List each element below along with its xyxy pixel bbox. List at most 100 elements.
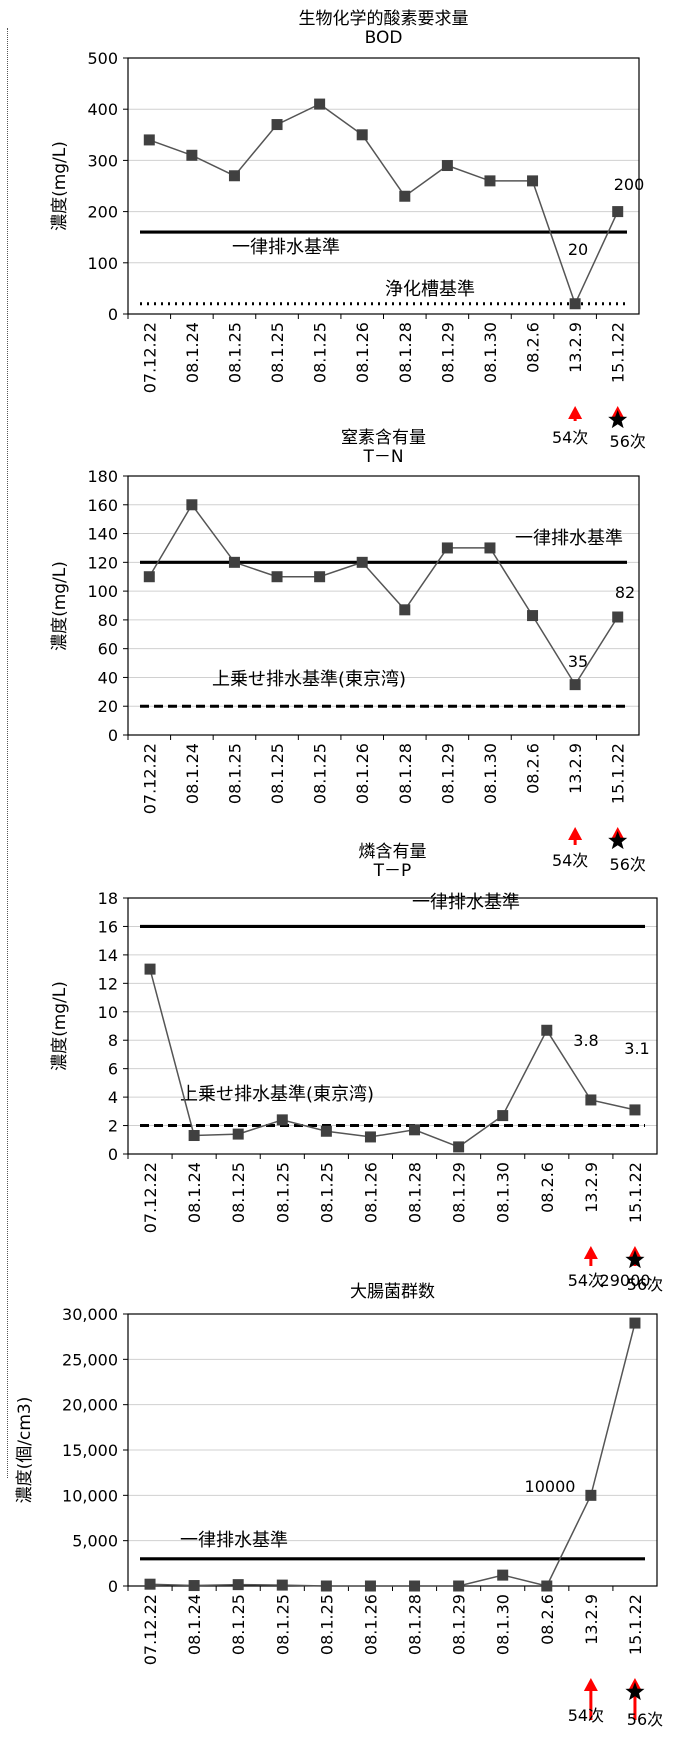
x-tick-label: 08.1.30 [494,1162,513,1223]
data-point [228,556,240,568]
data-label: 82 [615,583,635,602]
x-tick-label: 08.1.25 [225,322,244,383]
data-point [399,604,411,616]
y-tick-label: 120 [87,553,118,572]
plot-frame [127,897,658,1155]
data-point [188,1130,200,1142]
data-label: 3.8 [573,1031,598,1050]
data-point [629,1104,641,1116]
x-tick-label: 08.1.28 [406,1594,425,1655]
red-arrow-head [583,1678,598,1691]
data-point [320,1580,332,1592]
data-point [585,1489,597,1501]
y-tick-label: 2 [108,1117,118,1136]
star-icon [608,410,628,429]
data-point [320,1125,332,1137]
y-tick-label: 25,000 [62,1350,118,1369]
x-tick-label: 08.1.28 [406,1162,425,1223]
x-tick-label: 15.1.22 [626,1162,645,1223]
y-tick-label: 5,000 [72,1532,118,1551]
reference-label: 一律排水基準 [515,528,623,549]
y-tick-label: 8 [108,1031,118,1050]
y-tick-label: 80 [98,611,118,630]
y-tick-label: 16 [98,917,118,936]
data-label: 200 [614,175,645,194]
data-point [441,160,453,172]
y-tick-label: 40 [98,668,118,687]
series-line [149,103,619,306]
y-axis-label: 濃度(mg/L) [50,981,70,1071]
data-point [186,149,198,161]
x-tick-label: 08.1.26 [353,743,372,804]
data-point [314,98,326,110]
survey-label: 56次 [627,1710,663,1729]
data-point [144,1578,156,1590]
data-point [228,170,240,182]
data-point [232,1579,244,1591]
data-point [527,610,539,622]
y-axis-label: 濃度(個/cm3) [15,1397,35,1504]
x-tick-label: 08.2.6 [538,1594,557,1645]
data-point [271,119,283,131]
chart-title: 窒素含有量 [341,428,426,448]
x-tick-label: 08.1.28 [396,322,415,383]
reference-label: 一律排水基準 [180,1530,288,1551]
data-label: 3.1 [624,1039,649,1058]
y-tick-label: 15,000 [62,1441,118,1460]
x-tick-label: 08.1.29 [450,1594,469,1655]
data-point [399,190,411,202]
y-tick-label: 200 [87,203,118,222]
x-tick-label: 07.12.22 [140,743,159,814]
data-point [541,1024,553,1036]
x-tick-label: 15.1.22 [626,1594,645,1655]
x-tick-label: 08.1.30 [481,743,500,804]
y-axis-label: 濃度(mg/L) [50,141,70,231]
series-line [149,968,636,1148]
x-tick-label: 08.1.25 [273,1162,292,1223]
y-tick-label: 10,000 [62,1486,118,1505]
data-point [453,1141,465,1153]
y-tick-label: 20,000 [62,1396,118,1415]
y-tick-label: 60 [98,640,118,659]
data-label: 35 [568,652,588,671]
x-tick-label: 13.2.9 [566,743,585,794]
star-icon [608,831,628,850]
survey-label: 54次 [552,851,588,870]
x-tick-label: 08.1.25 [311,743,330,804]
data-point [409,1124,421,1136]
data-point [541,1580,553,1592]
y-tick-label: 30,000 [62,1305,118,1324]
reference-label: 上乗せ排水基準(東京湾) [180,1084,374,1105]
data-point [186,499,198,511]
data-point [143,134,155,146]
y-tick-label: 180 [87,467,118,486]
survey-label: 56次 [610,855,646,874]
x-tick-label: 08.2.6 [524,743,543,794]
y-tick-label: 500 [87,49,118,68]
data-point [276,1579,288,1591]
data-point [276,1114,288,1126]
data-point [314,571,326,583]
chart-title: 燐含有量 [359,842,427,862]
x-tick-label: 15.1.22 [609,322,628,383]
reference-label: 一律排水基準 [412,892,520,913]
y-tick-label: 12 [98,974,118,993]
data-point [612,206,624,218]
red-arrow-head [568,406,583,419]
chart-title: 大腸菌群数 [350,1282,435,1302]
survey-label: 54次 [568,1706,604,1725]
x-tick-label: 08.2.6 [538,1162,557,1213]
data-point [569,298,581,310]
data-point [232,1128,244,1140]
star-icon [625,1682,645,1701]
x-tick-label: 08.2.6 [524,322,543,373]
x-tick-label: 07.12.22 [141,1162,160,1233]
y-tick-label: 140 [87,525,118,544]
x-tick-label: 13.2.9 [582,1162,601,1213]
survey-label: 54次 [552,428,588,447]
data-point [356,556,368,568]
x-tick-label: 08.1.24 [185,1162,204,1223]
